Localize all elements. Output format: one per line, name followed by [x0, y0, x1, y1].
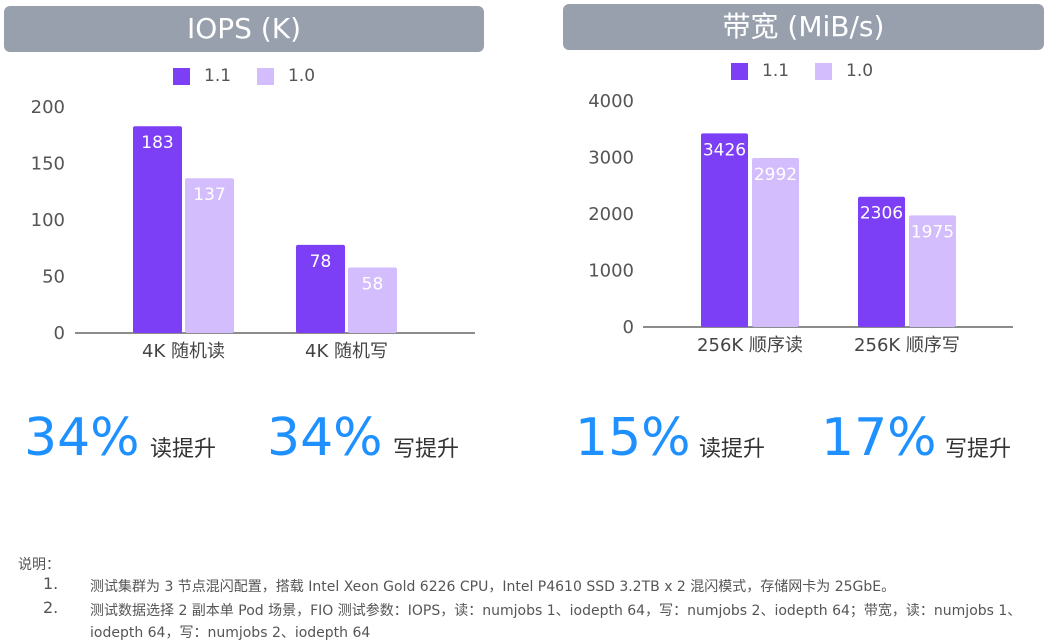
y-tick-label: 50 [42, 267, 65, 288]
data-label: 2306 [860, 204, 903, 224]
iops-legend: 1.1 1.0 [173, 66, 373, 88]
bandwidth-legend: 1.1 1.0 [731, 61, 931, 83]
data-label: 2992 [754, 165, 797, 185]
legend-label: 1.0 [288, 66, 316, 86]
legend-swatch [815, 62, 832, 80]
x-tick-label: 4K 随机写 [305, 341, 388, 362]
x-tick-label: 256K 顺序读 [697, 335, 803, 356]
y-tick-label: 0 [54, 323, 65, 344]
data-label: 3426 [703, 140, 746, 160]
bar [701, 133, 748, 327]
bar [752, 157, 799, 327]
note-text: 测试数据选择 2 副本单 Pod 场景，FIO 测试参数：IOPS，读：numj… [90, 603, 1022, 641]
bar [858, 196, 905, 327]
bar [348, 267, 397, 333]
bandwidth-read-improvement-value: 15% [575, 408, 691, 468]
legend-swatch [731, 62, 748, 80]
note-number: 1. [43, 574, 59, 593]
bandwidth-read-improvement-label: 读提升 [699, 437, 766, 462]
y-tick-label: 0 [623, 317, 634, 338]
note-number: 2. [43, 598, 59, 617]
legend-item: 1.1 [731, 61, 789, 81]
x-tick-label: 4K 随机读 [142, 341, 225, 362]
iops-chart-title: IOPS (K) [4, 6, 484, 52]
legend-label: 1.1 [204, 66, 232, 86]
data-label: 137 [193, 185, 225, 205]
iops-read-improvement-value: 34% [24, 408, 140, 468]
y-tick-label: 200 [31, 97, 65, 118]
legend-item: 1.0 [815, 61, 873, 81]
bandwidth-chart-title: 带宽 (MiB/s) [563, 4, 1044, 50]
iops-write-improvement-value: 34% [267, 408, 383, 468]
legend-swatch [257, 67, 274, 85]
y-tick-label: 3000 [588, 148, 634, 169]
data-label: 58 [362, 274, 384, 294]
y-tick-label: 4000 [588, 91, 634, 112]
iops-write-improvement-label: 写提升 [393, 437, 460, 462]
legend-swatch [173, 67, 190, 85]
bar [133, 126, 182, 334]
bar [909, 215, 956, 327]
legend-item: 1.1 [173, 66, 231, 86]
data-label: 183 [141, 133, 173, 153]
note-text: 测试集群为 3 节点混闪配置，搭载 Intel Xeon Gold 6226 C… [90, 579, 896, 595]
y-tick-label: 1000 [588, 261, 634, 282]
bar [185, 178, 234, 333]
data-label: 78 [310, 252, 332, 272]
y-tick-label: 100 [31, 210, 65, 231]
data-label: 1975 [911, 222, 954, 242]
x-tick-label: 256K 顺序写 [854, 335, 960, 356]
bandwidth-write-improvement-value: 17% [821, 408, 937, 468]
bandwidth-write-improvement-label: 写提升 [945, 437, 1012, 462]
y-tick-label: 150 [31, 154, 65, 175]
legend-label: 1.0 [846, 61, 874, 81]
legend-label: 1.1 [762, 61, 790, 81]
iops-read-improvement-label: 读提升 [150, 437, 217, 462]
y-tick-label: 2000 [588, 204, 634, 225]
bar [296, 244, 345, 333]
legend-item: 1.0 [257, 66, 315, 86]
notes-title: 说明： [18, 557, 60, 573]
